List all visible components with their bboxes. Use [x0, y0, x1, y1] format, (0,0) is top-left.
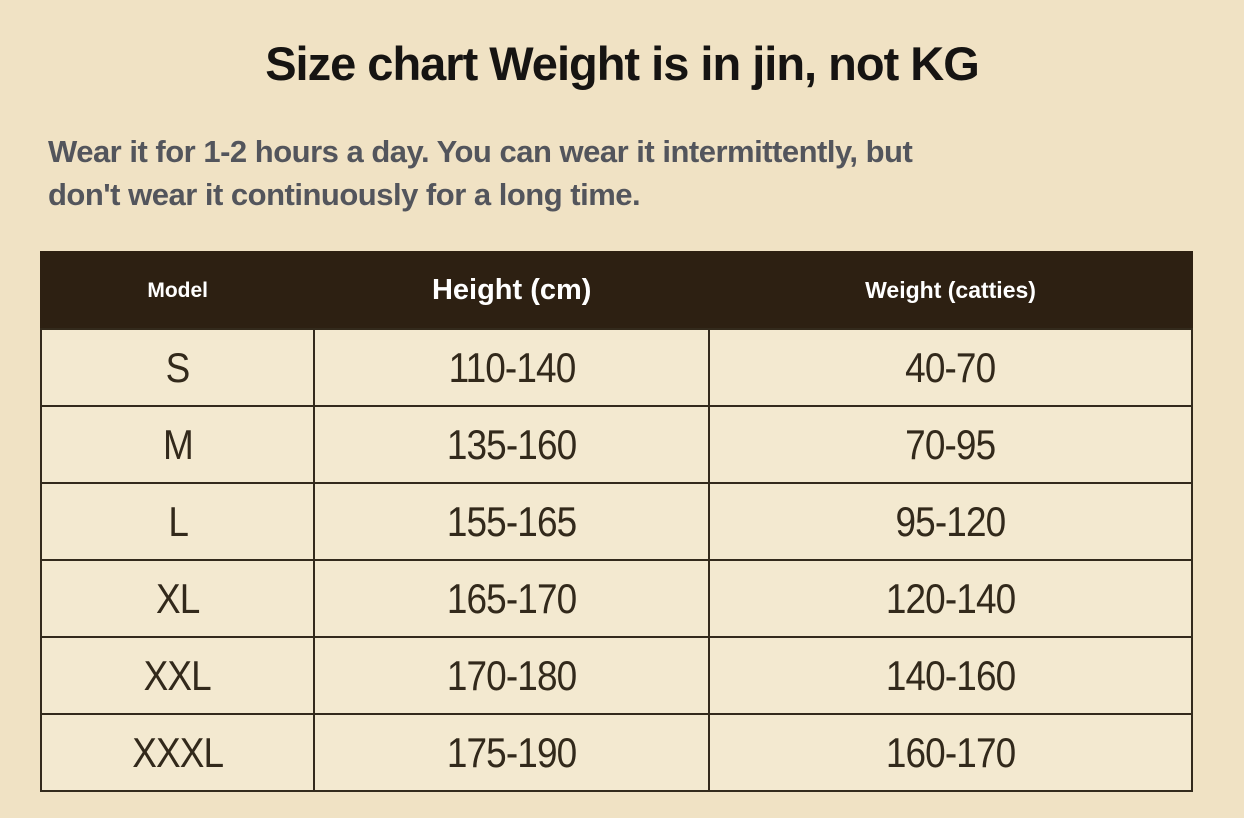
column-header-height: Height (cm): [313, 251, 711, 330]
model-cell: S: [39, 328, 316, 407]
weight-cell: 40-70: [708, 328, 1193, 407]
table-row-xl: XL 165-170 120-140: [39, 559, 1193, 638]
height-cell: 155-165: [313, 482, 711, 561]
usage-note-line-2: don't wear it continuously for a long ti…: [48, 177, 641, 212]
model-cell: XXXL: [39, 713, 316, 792]
weight-cell: 160-170: [708, 713, 1193, 792]
model-cell: XL: [39, 559, 316, 638]
usage-note-line-1: Wear it for 1-2 hours a day. You can wea…: [48, 134, 913, 169]
usage-note: Wear it for 1-2 hours a day. You can wea…: [48, 130, 1198, 216]
column-header-model: Model: [39, 251, 316, 330]
size-table: Model Height (cm) Weight (catties) S 110…: [39, 251, 1193, 792]
height-cell: 170-180: [313, 636, 711, 715]
weight-cell: 70-95: [708, 405, 1193, 484]
weight-cell: 120-140: [708, 559, 1193, 638]
height-cell: 175-190: [313, 713, 711, 792]
page-title: Size chart Weight is in jin, not KG: [265, 37, 980, 90]
table-row-l: L 155-165 95-120: [39, 482, 1193, 561]
weight-cell: 95-120: [708, 482, 1193, 561]
table-row-xxxl: XXXL 175-190 160-170: [39, 713, 1193, 792]
table-row-s: S 110-140 40-70: [39, 328, 1193, 407]
model-cell: L: [39, 482, 316, 561]
height-cell: 135-160: [313, 405, 711, 484]
table-row-xxl: XXL 170-180 140-160: [39, 636, 1193, 715]
weight-cell: 140-160: [708, 636, 1193, 715]
model-cell: M: [39, 405, 316, 484]
size-table-header-row: Model Height (cm) Weight (catties): [39, 251, 1193, 330]
column-header-weight: Weight (catties): [708, 251, 1193, 330]
height-cell: 165-170: [313, 559, 711, 638]
height-cell: 110-140: [313, 328, 711, 407]
model-cell: XXL: [39, 636, 316, 715]
table-row-m: M 135-160 70-95: [39, 405, 1193, 484]
